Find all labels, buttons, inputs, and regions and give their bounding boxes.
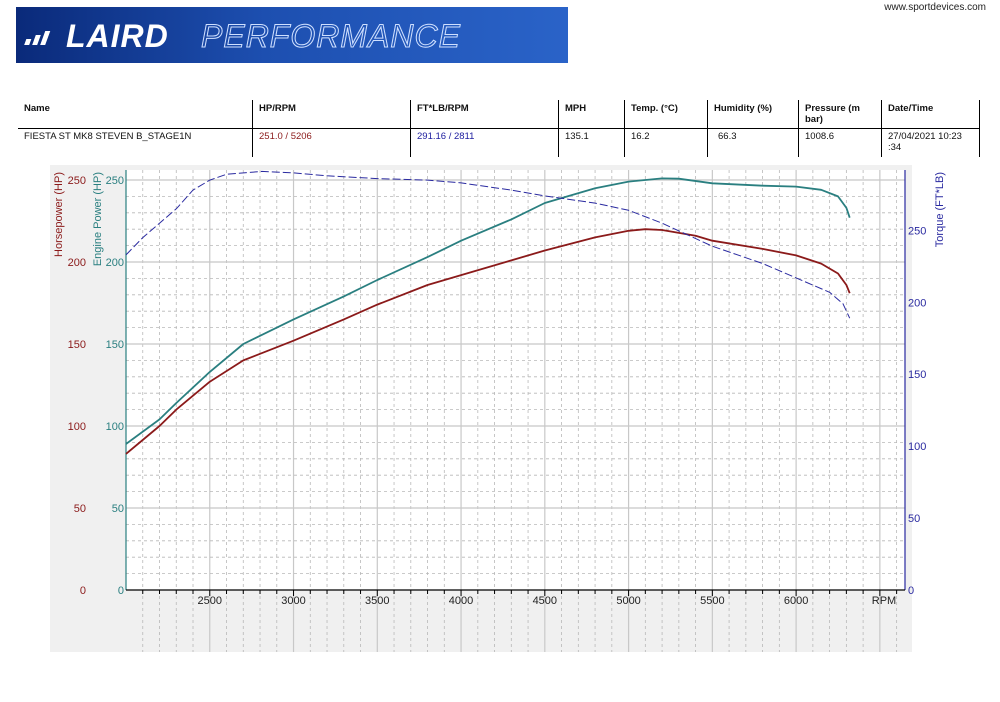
run-info-table: Name HP/RPM FT*LB/RPM MPH Temp. (°C) Hum…: [18, 100, 980, 157]
engine-power-tick-label: 150: [106, 339, 124, 351]
engine-power-tick-label: 100: [106, 421, 124, 433]
torque-axis-label: Torque (FT*LB): [934, 172, 946, 247]
humidity: 66.3: [707, 128, 799, 157]
plot-area: [126, 170, 905, 590]
datetime: 27/04/2021 10:23 :34: [881, 128, 980, 157]
torque-tick-label: 150: [908, 369, 926, 381]
hp-tick-label: 0: [80, 585, 86, 597]
col-datetime: Date/Time: [881, 100, 980, 129]
col-temp: Temp. (°C): [624, 100, 708, 129]
torque-line: [125, 170, 851, 319]
hp-tick-label: 100: [68, 421, 86, 433]
torque-tick-label: 200: [908, 297, 926, 309]
logo-graphic: LAIRD PERFORMANCE: [24, 18, 461, 55]
x-tick-label: 5500: [700, 595, 724, 607]
engine-power-tick-label: 50: [112, 503, 124, 515]
engine-power-axis-label: Engine Power (HP): [92, 172, 104, 266]
hp-tick-label: 250: [68, 175, 86, 187]
horsepower-line: [125, 228, 851, 455]
x-tick-label: 4500: [533, 595, 557, 607]
website-link[interactable]: www.sportdevices.com: [884, 2, 986, 13]
run-name: FIESTA ST MK8 STEVEN B_STAGE1N: [24, 131, 192, 142]
pressure: 1008.6: [798, 128, 882, 157]
table-row: FIESTA ST MK8 STEVEN B_STAGE1N 251.0 / 5…: [18, 128, 980, 157]
col-name: Name: [18, 100, 253, 129]
svg-text:PERFORMANCE: PERFORMANCE: [201, 18, 461, 54]
svg-text:LAIRD: LAIRD: [66, 18, 169, 54]
temperature: 16.2: [624, 128, 708, 157]
x-tick-label: 3000: [281, 595, 305, 607]
engine-power-line: [125, 177, 851, 445]
engine-power-tick-label: 0: [118, 585, 124, 597]
x-tick-label: 2500: [198, 595, 222, 607]
engine-power-tick-label: 250: [106, 175, 124, 187]
col-pressure: Pressure (m bar): [798, 100, 882, 129]
x-axis-label: RPM: [872, 595, 896, 607]
col-ftlb-rpm: FT*LB/RPM: [410, 100, 559, 129]
torque-tick-label: 50: [908, 513, 920, 525]
col-hp-rpm: HP/RPM: [252, 100, 411, 129]
peak-hp: 251.0 / 5206: [252, 128, 411, 157]
torque-tick-label: 0: [908, 585, 914, 597]
x-tick-label: 6000: [784, 595, 808, 607]
hp-tick-label: 200: [68, 257, 86, 269]
torque-tick-label: 100: [908, 441, 926, 453]
mph: 135.1: [558, 128, 625, 157]
engine-power-tick-label: 200: [106, 257, 124, 269]
hp-tick-label: 150: [68, 339, 86, 351]
peak-torque: 291.16 / 2811: [410, 128, 559, 157]
hp-tick-label: 50: [74, 503, 86, 515]
x-tick-label: 3500: [365, 595, 389, 607]
table-header-row: Name HP/RPM FT*LB/RPM MPH Temp. (°C) Hum…: [18, 100, 980, 129]
torque-tick-label: 250: [908, 225, 926, 237]
logo: LAIRD PERFORMANCE: [16, 7, 568, 63]
col-humidity: Humidity (%): [707, 100, 799, 129]
col-mph: MPH: [558, 100, 625, 129]
x-tick-label: 5000: [616, 595, 640, 607]
hp-axis-label: Horsepower (HP): [53, 172, 65, 257]
x-tick-label: 4000: [449, 595, 473, 607]
